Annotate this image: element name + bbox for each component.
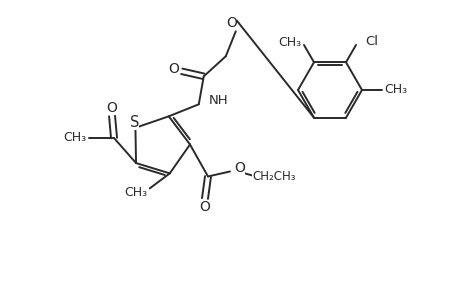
Text: O: O: [226, 16, 237, 30]
Text: O: O: [234, 161, 244, 176]
Text: Cl: Cl: [364, 35, 377, 49]
Text: O: O: [106, 101, 117, 115]
Text: CH₂CH₃: CH₂CH₃: [252, 170, 295, 183]
Text: NH: NH: [208, 94, 228, 107]
Text: O: O: [168, 62, 179, 76]
Text: CH₃: CH₃: [63, 130, 86, 144]
Text: CH₃: CH₃: [124, 186, 147, 199]
Text: CH₃: CH₃: [384, 82, 407, 95]
Text: S: S: [129, 115, 139, 130]
Text: CH₃: CH₃: [278, 37, 301, 50]
Text: O: O: [199, 200, 210, 214]
